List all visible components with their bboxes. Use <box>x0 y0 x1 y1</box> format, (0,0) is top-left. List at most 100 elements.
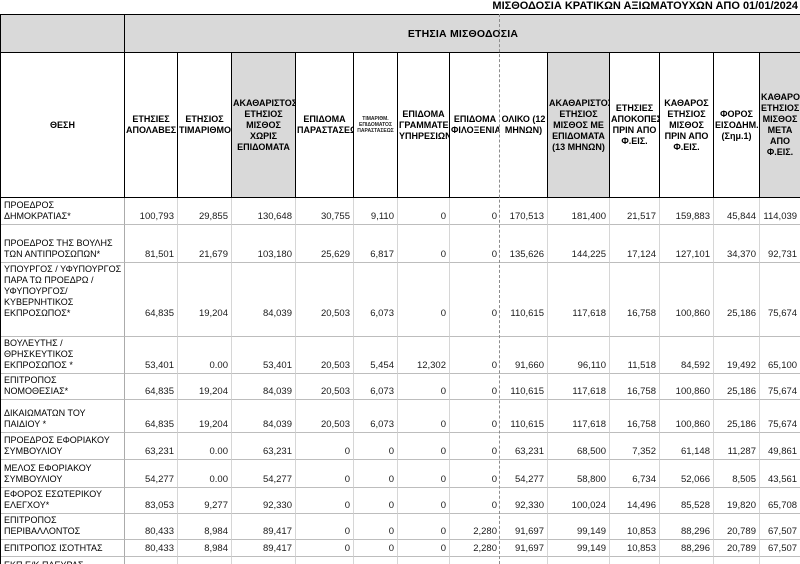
cell[interactable]: 43,561 <box>760 460 800 488</box>
cell[interactable]: 19,204 <box>178 400 232 433</box>
column-header[interactable]: ΚΑΘΑΡΟΣ ΕΤΗΣΙΟΣ ΜΙΣΘΟΣ ΜΕΤΑ ΑΠΟ Φ.ΕΙΣ. <box>760 53 800 198</box>
cell[interactable]: 91,697 <box>500 514 548 540</box>
cell[interactable]: 25,629 <box>296 225 354 263</box>
cell[interactable]: 0 <box>398 557 450 564</box>
cell[interactable]: 53,401 <box>232 337 296 374</box>
cell[interactable]: 0.00 <box>178 433 232 460</box>
column-header[interactable]: ΕΤΗΣΙΕΣ ΑΠΟΛΑΒΕΣ <box>125 53 178 198</box>
cell[interactable]: 0 <box>354 540 398 557</box>
cell[interactable]: 0 <box>450 198 500 225</box>
cell[interactable]: 96,110 <box>548 337 610 374</box>
column-header[interactable]: ΤΙΜΑΡΙΘΜ. ΕΠΙΔΟΜΑΤΟΣ ΠΑΡΑΣΤΑΣΕΩΣ <box>354 53 398 198</box>
row-label[interactable]: ΠΡΟΕΔΡΟΣ ΔΗΜΟΚΡΑΤΙΑΣ* <box>1 198 125 225</box>
cell[interactable]: 127,101 <box>660 225 714 263</box>
cell[interactable]: 0 <box>296 557 354 564</box>
cell[interactable]: 2,280 <box>450 514 500 540</box>
cell[interactable]: 16,758 <box>610 374 660 400</box>
cell[interactable]: 0 <box>398 514 450 540</box>
cell[interactable]: 8,967 <box>610 557 660 564</box>
column-header[interactable]: ΕΤΗΣΙΟΣ ΤΙΜΑΡΙΘΜΟΣ <box>178 53 232 198</box>
cell[interactable]: 21,517 <box>610 198 660 225</box>
cell[interactable]: 21,679 <box>178 225 232 263</box>
cell[interactable]: 84,039 <box>232 263 296 337</box>
cell[interactable]: 57,600 <box>232 557 296 564</box>
cell[interactable]: 64,835 <box>125 374 178 400</box>
cell[interactable]: 88,296 <box>660 514 714 540</box>
cell[interactable]: 91,660 <box>500 337 548 374</box>
cell[interactable]: 114,039 <box>760 198 800 225</box>
cell[interactable]: 110,615 <box>500 374 548 400</box>
cell[interactable]: 0 <box>296 540 354 557</box>
cell[interactable]: 75,674 <box>760 374 800 400</box>
cell[interactable]: 130,648 <box>232 198 296 225</box>
cell[interactable]: 64,440 <box>548 557 610 564</box>
cell[interactable]: 84,039 <box>232 400 296 433</box>
cell[interactable]: 6,073 <box>354 263 398 337</box>
cell[interactable]: 159,883 <box>660 198 714 225</box>
cell[interactable]: 25,186 <box>714 374 760 400</box>
cell[interactable]: 9,110 <box>354 198 398 225</box>
cell[interactable]: 57,600 <box>125 557 178 564</box>
cell[interactable]: 67,507 <box>760 540 800 557</box>
cell[interactable]: 20,503 <box>296 374 354 400</box>
cell[interactable]: 29,855 <box>178 198 232 225</box>
cell[interactable]: 92,330 <box>500 488 548 514</box>
cell[interactable]: 117,618 <box>548 374 610 400</box>
cell[interactable]: 0 <box>398 225 450 263</box>
cell[interactable]: 75,674 <box>760 263 800 337</box>
cell[interactable]: 117,618 <box>548 263 610 337</box>
column-header[interactable]: ΑΚΑΘΑΡΙΣΤΟΣ ΕΤΗΣΙΟΣ ΜΙΣΘΟΣ ΜΕ ΕΠΙΔΟΜΑΤΑ … <box>548 53 610 198</box>
cell[interactable]: 63,231 <box>125 433 178 460</box>
cell[interactable]: 9,277 <box>178 488 232 514</box>
cell[interactable]: 54,277 <box>500 460 548 488</box>
cell[interactable]: 144,225 <box>548 225 610 263</box>
cell[interactable]: 54,277 <box>232 460 296 488</box>
row-label[interactable]: ΕΠΙΤΡΟΠΟΣ ΠΕΡΙΒΑΛΛΟΝΤΟΣ <box>1 514 125 540</box>
cell[interactable]: 10,853 <box>610 514 660 540</box>
column-header[interactable]: ΕΠΙΔΟΜΑ ΓΡΑΜΜΑΤΕΙΑΚΩΝ ΥΠΗΡΕΣΙΩΝ <box>398 53 450 198</box>
cell[interactable]: 0 <box>398 198 450 225</box>
cell[interactable]: 20,503 <box>296 263 354 337</box>
cell[interactable]: 11,287 <box>714 433 760 460</box>
cell[interactable]: 81,501 <box>125 225 178 263</box>
cell[interactable]: 0 <box>354 460 398 488</box>
cell[interactable]: 19,820 <box>714 488 760 514</box>
column-header[interactable]: ΟΛΙΚΟ (12 ΜΗΝΩΝ) <box>500 53 548 198</box>
cell[interactable]: 0 <box>450 263 500 337</box>
column-header[interactable]: ΚΑΘΑΡΟΣ ΕΤΗΣΙΟΣ ΜΙΣΘΟΣ ΠΡΙΝ ΑΠΟ Φ.ΕΙΣ. <box>660 53 714 198</box>
row-label[interactable]: ΕΦΟΡΟΣ ΕΣΩΤΕΡΙΚΟΥ ΕΛΕΓΧΟΥ* <box>1 488 125 514</box>
row-label[interactable]: ΠΡΟΕΔΡΟΣ ΕΦΟΡΙΑΚΟΥ ΣΥΜΒΟΥΛΙΟΥ <box>1 433 125 460</box>
cell[interactable]: 63,231 <box>500 433 548 460</box>
row-label[interactable]: ΕΠΙΤΡΟΠΟΣ ΙΣΟΤΗΤΑΣ <box>1 540 125 557</box>
cell[interactable]: 100,860 <box>660 263 714 337</box>
cell[interactable]: 61,148 <box>660 433 714 460</box>
cell[interactable]: 20,789 <box>714 514 760 540</box>
cell[interactable]: 99,149 <box>548 514 610 540</box>
cell[interactable]: 89,417 <box>232 514 296 540</box>
column-header[interactable]: ΕΠΙΔΟΜΑ ΦΙΛΟΞΕΝΙΑΣ <box>450 53 500 198</box>
cell[interactable]: 11,518 <box>610 337 660 374</box>
cell[interactable]: 0 <box>354 488 398 514</box>
cell[interactable]: 65,100 <box>760 337 800 374</box>
cell[interactable]: 19,492 <box>714 337 760 374</box>
cell[interactable]: 0 <box>450 337 500 374</box>
row-label[interactable]: ΕΚΠ.Ε/Κ ΠΛΕΥΡΑΣ ΔΙΕΡ.ΕΠΙΤΡ.ΑΓΝΟΟΥΜ. <box>1 557 125 564</box>
cell[interactable]: 5,454 <box>354 337 398 374</box>
cell[interactable]: 68,500 <box>548 433 610 460</box>
row-label[interactable]: ΕΠΙΤΡΟΠΟΣ ΝΟΜΟΘΕΣΙΑΣ* <box>1 374 125 400</box>
cell[interactable]: 45,946 <box>760 557 800 564</box>
cell[interactable]: 45,844 <box>714 198 760 225</box>
cell[interactable]: 89,417 <box>232 540 296 557</box>
cell[interactable]: 49,861 <box>760 433 800 460</box>
cell[interactable]: 58,800 <box>548 460 610 488</box>
column-header[interactable]: ΘΕΣΗ <box>1 53 125 198</box>
cell[interactable]: 2,280 <box>450 540 500 557</box>
cell[interactable]: 88,296 <box>660 540 714 557</box>
cell[interactable]: 80,433 <box>125 514 178 540</box>
cell[interactable]: 0 <box>354 514 398 540</box>
cell[interactable]: 7,352 <box>610 433 660 460</box>
cell[interactable]: 170,513 <box>500 198 548 225</box>
cell[interactable]: 91,697 <box>500 540 548 557</box>
cell[interactable]: 25,186 <box>714 400 760 433</box>
cell[interactable]: 14,496 <box>610 488 660 514</box>
